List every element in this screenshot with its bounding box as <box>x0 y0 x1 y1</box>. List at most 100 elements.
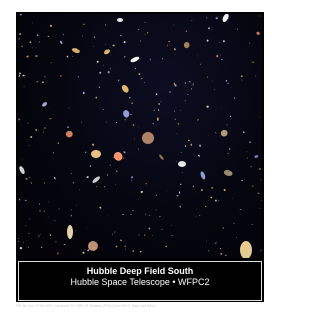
galaxy <box>206 240 207 241</box>
galaxy <box>85 249 86 250</box>
galaxy <box>211 187 213 189</box>
galaxy <box>215 242 216 244</box>
poster: Hubble Deep Field South Hubble Space Tel… <box>16 12 264 302</box>
galaxy <box>85 151 87 153</box>
galaxy <box>150 59 151 61</box>
galaxy <box>116 122 117 123</box>
galaxy <box>252 61 254 63</box>
galaxy <box>259 208 260 209</box>
galaxy <box>122 109 129 118</box>
galaxy <box>66 55 68 57</box>
galaxy <box>179 191 180 193</box>
galaxy <box>176 133 177 134</box>
galaxy <box>99 72 101 74</box>
galaxy <box>177 123 179 124</box>
caption-subtitle: Hubble Space Telescope • WFPC2 <box>19 277 261 288</box>
galaxy <box>223 169 233 177</box>
galaxy <box>99 206 102 209</box>
galaxy <box>142 132 154 144</box>
galaxy <box>96 187 97 188</box>
galaxy <box>158 109 160 111</box>
galaxy <box>173 25 174 26</box>
galaxy <box>121 84 130 94</box>
galaxy <box>144 34 145 35</box>
galaxy <box>247 151 248 152</box>
galaxy <box>138 234 139 236</box>
galaxy <box>159 216 161 218</box>
galaxy <box>110 68 111 69</box>
galaxy <box>259 15 260 16</box>
galaxy <box>132 210 134 212</box>
galaxy <box>218 200 219 201</box>
galaxy <box>30 182 32 184</box>
galaxy <box>243 131 245 133</box>
galaxy <box>25 200 27 202</box>
galaxy <box>158 103 160 105</box>
galaxy <box>182 172 183 173</box>
galaxy <box>184 42 190 49</box>
galaxy <box>241 79 242 80</box>
galaxy <box>156 195 157 196</box>
galaxy <box>174 118 176 120</box>
galaxy <box>19 33 21 35</box>
galaxy <box>145 213 146 214</box>
galaxy <box>220 129 229 138</box>
galaxy <box>187 94 188 95</box>
galaxy <box>259 117 260 118</box>
galaxy <box>215 132 216 134</box>
galaxy <box>46 125 47 126</box>
galaxy <box>215 17 218 20</box>
galaxy <box>234 97 235 99</box>
galaxy <box>50 109 51 110</box>
galaxy <box>112 45 114 47</box>
galaxy <box>124 245 126 247</box>
galaxy <box>118 79 120 81</box>
galaxy <box>152 235 153 236</box>
galaxy <box>41 246 43 248</box>
galaxy <box>208 27 210 29</box>
galaxy <box>220 55 221 56</box>
galaxy <box>39 41 41 43</box>
galaxy <box>43 210 45 211</box>
galaxy <box>21 46 23 48</box>
galaxy <box>178 161 186 167</box>
galaxy <box>79 190 80 191</box>
galaxy <box>260 249 261 250</box>
galaxy <box>120 239 123 241</box>
galaxy <box>219 42 220 43</box>
galaxy <box>236 237 237 238</box>
galaxy <box>54 220 55 221</box>
galaxy <box>44 76 45 78</box>
galaxy <box>26 55 29 58</box>
galaxy <box>211 29 212 30</box>
galaxy <box>91 150 101 158</box>
galaxy <box>117 18 123 22</box>
galaxy <box>224 189 226 191</box>
galaxy <box>109 164 110 165</box>
galaxy <box>158 154 164 161</box>
galaxy <box>39 204 40 205</box>
galaxy <box>123 158 124 159</box>
galaxy <box>58 208 59 209</box>
galaxy <box>36 34 38 36</box>
galaxy <box>161 229 162 230</box>
galaxy <box>107 174 108 175</box>
galaxy <box>78 76 80 77</box>
galaxy <box>18 165 26 174</box>
galaxy <box>156 93 158 95</box>
galaxy <box>112 234 113 235</box>
galaxy <box>44 127 46 129</box>
galaxy <box>223 40 226 43</box>
galaxy <box>131 180 132 181</box>
galaxy <box>138 29 139 30</box>
galaxy <box>260 179 261 180</box>
galaxy <box>32 47 33 48</box>
galaxy <box>185 145 187 147</box>
galaxy <box>38 235 40 237</box>
galaxy <box>134 138 135 139</box>
galaxy <box>82 251 85 254</box>
galaxy <box>124 119 126 121</box>
galaxy <box>49 118 52 120</box>
galaxy <box>181 152 182 153</box>
galaxy <box>67 225 73 239</box>
